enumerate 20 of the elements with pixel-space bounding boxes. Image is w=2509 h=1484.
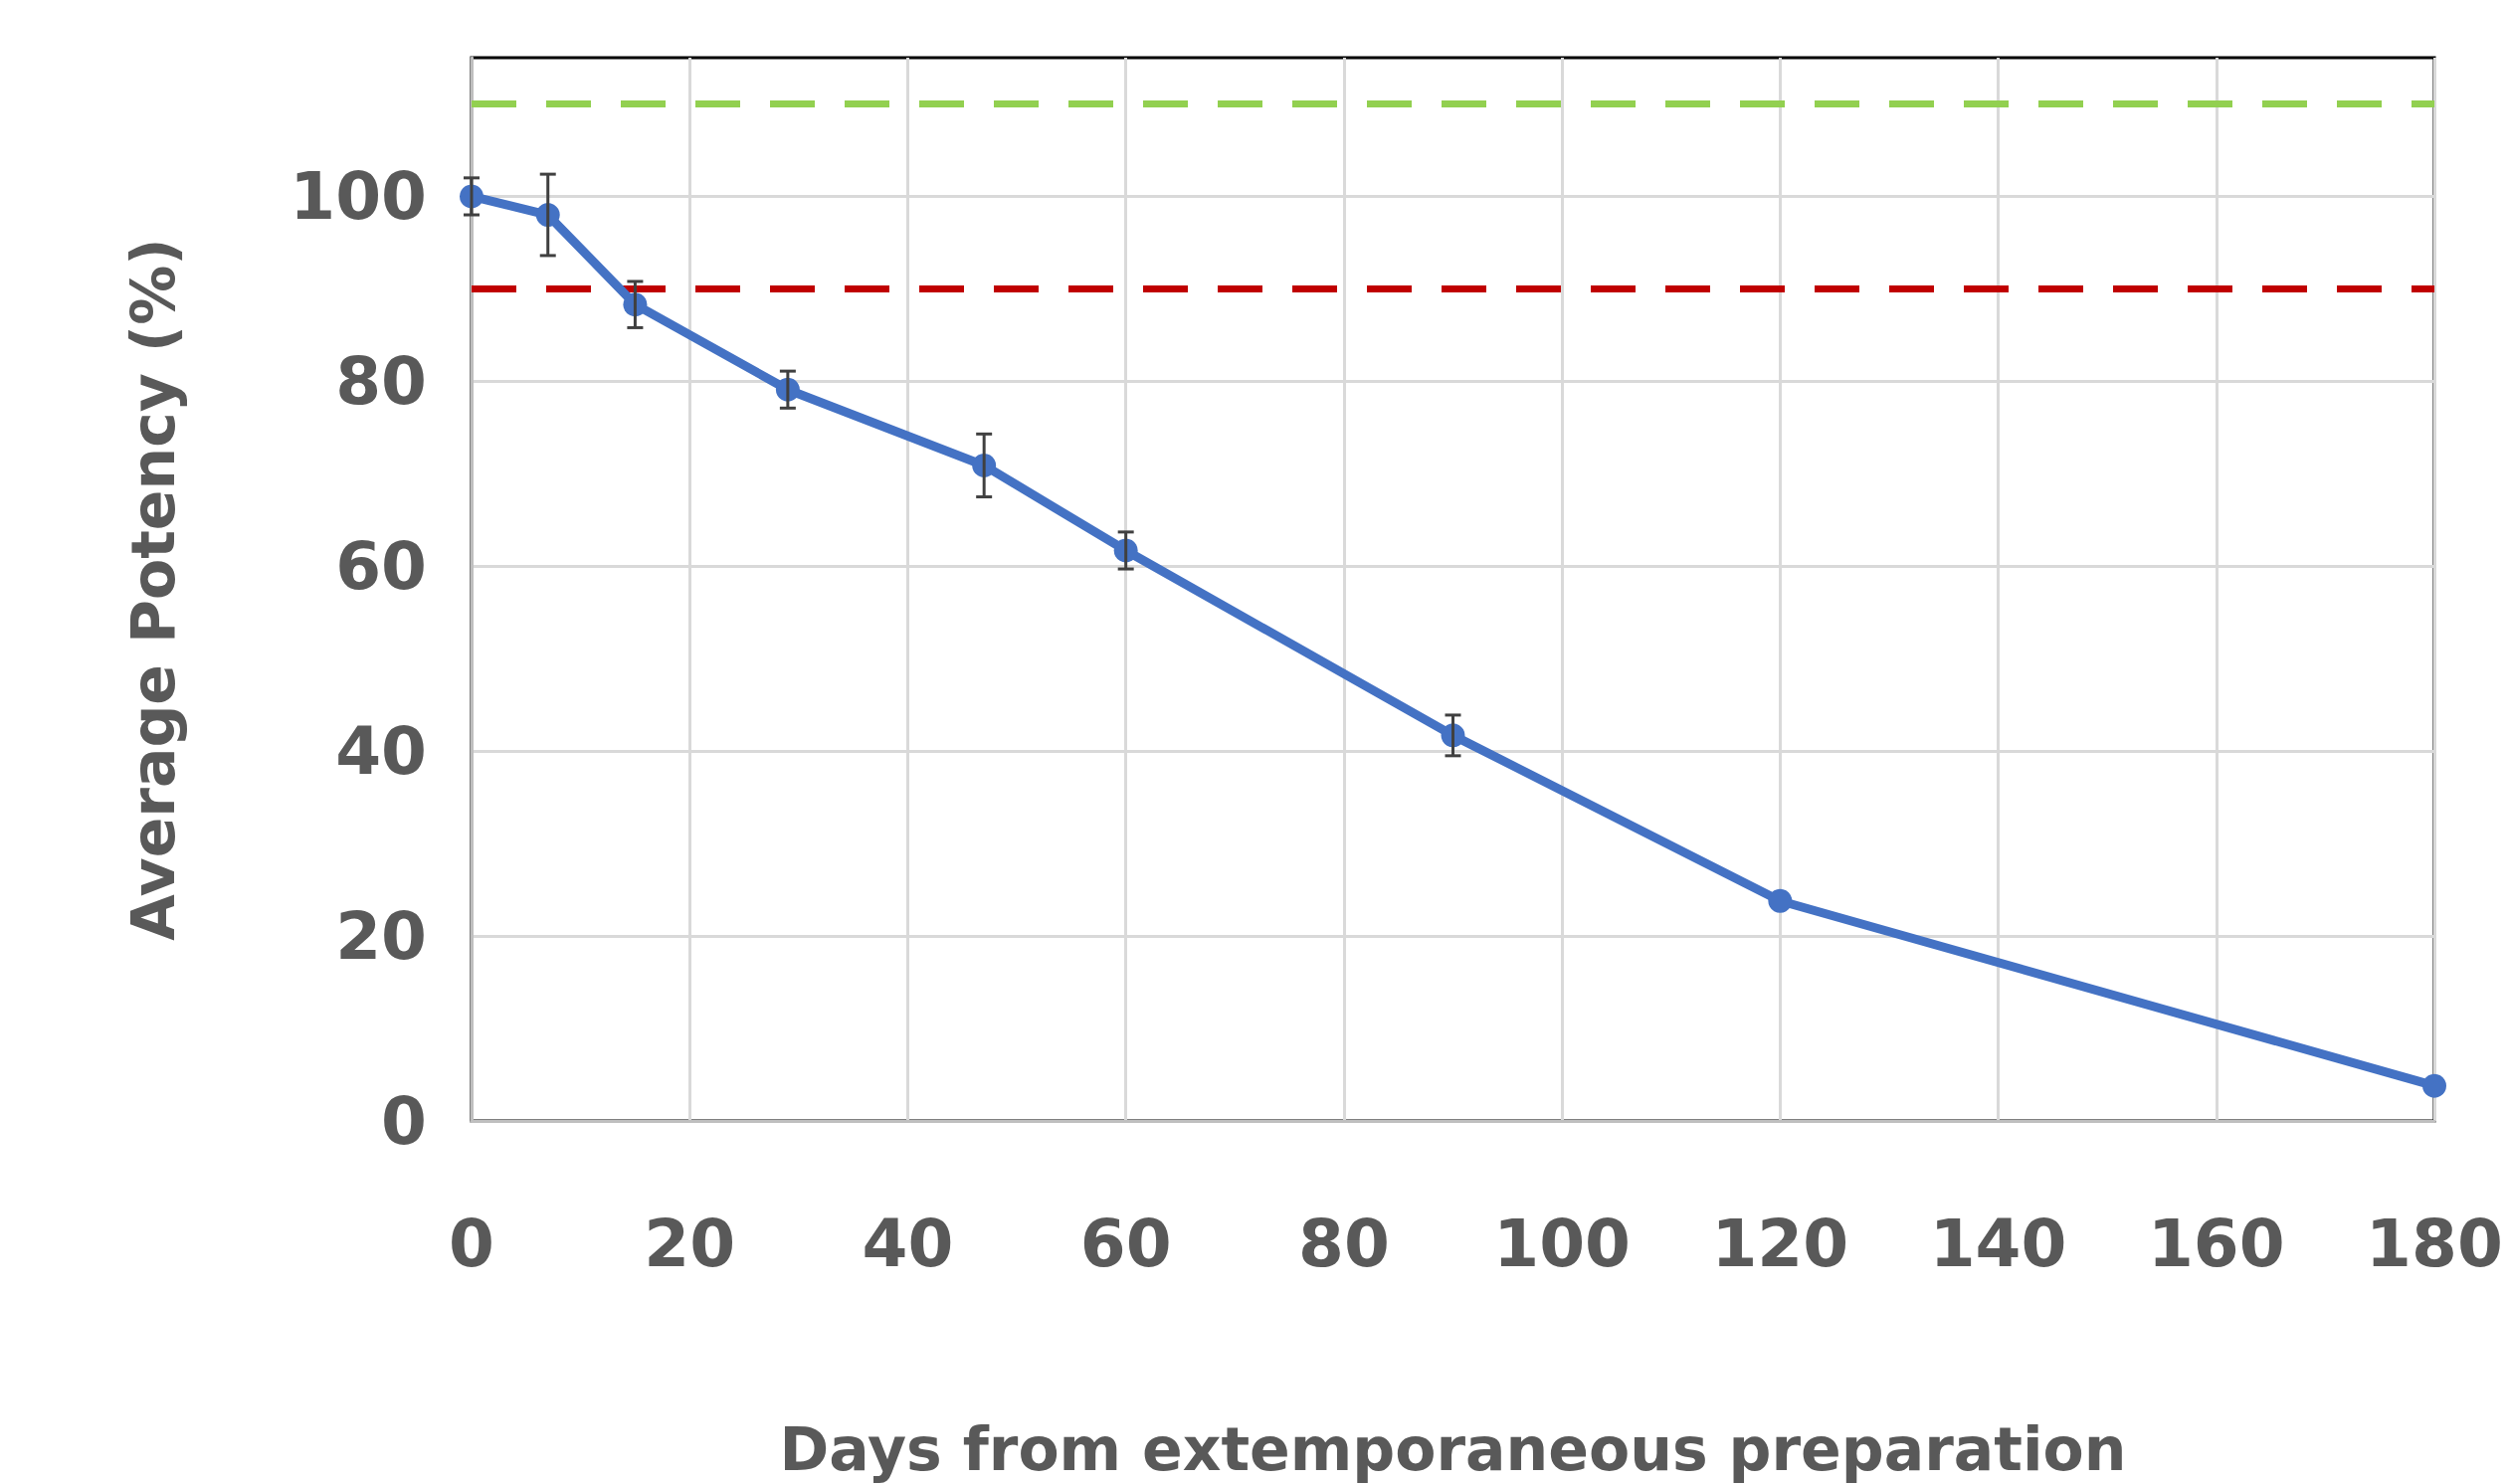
x-axis-title: Days from extemporaneous preparation <box>779 1414 2127 1484</box>
x-tick-label: 0 <box>449 1205 494 1282</box>
point <box>1768 888 1793 913</box>
x-tick-label: 80 <box>1297 1205 1390 1282</box>
x-tick-label: 60 <box>1079 1205 1172 1282</box>
y-tick-label: 20 <box>335 897 427 975</box>
y-tick-label: 0 <box>381 1082 427 1160</box>
y-tick-label: 60 <box>335 527 427 605</box>
x-tick-label: 40 <box>862 1205 954 1282</box>
y-tick-label: 40 <box>335 712 427 790</box>
y-tick-label: 80 <box>335 342 427 420</box>
x-tick-label: 120 <box>1711 1205 1849 1282</box>
x-tick-label: 180 <box>2366 1205 2503 1282</box>
x-tick-label: 100 <box>1493 1205 1631 1282</box>
x-tick-label: 20 <box>644 1205 736 1282</box>
y-tick-label: 100 <box>290 157 427 235</box>
point <box>2422 1073 2446 1098</box>
y-axis-title: Average Potency (%) <box>118 238 188 941</box>
x-tick-label: 140 <box>1929 1205 2067 1282</box>
x-tick-label: 160 <box>2147 1205 2285 1282</box>
